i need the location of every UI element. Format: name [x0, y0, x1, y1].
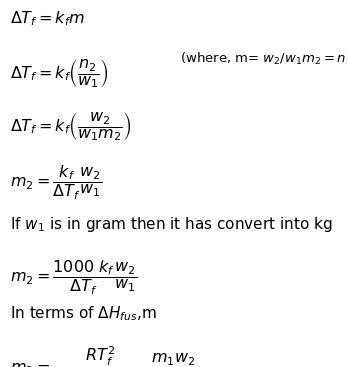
- Text: $m_2 = \dfrac{1000\ k_f}{\Delta T_f}\dfrac{w_2}{w_1}$: $m_2 = \dfrac{1000\ k_f}{\Delta T_f}\dfr…: [10, 259, 137, 297]
- Text: $\Delta T_f = k_f \left(\dfrac{w_2}{w_1 m_2}\right)$: $\Delta T_f = k_f \left(\dfrac{w_2}{w_1 …: [10, 110, 132, 143]
- Text: If $w_1$ is in gram then it has convert into kg: If $w_1$ is in gram then it has convert …: [10, 215, 333, 234]
- Text: $m_2 = \dfrac{RT_f^2}{\Delta H_{fus,m}\!\times\!\Delta T_f}\dfrac{m_1 w_2}{w_1}$: $m_2 = \dfrac{RT_f^2}{\Delta H_{fus,m}\!…: [10, 345, 197, 367]
- Text: In terms of $\Delta H_{fus}$,m: In terms of $\Delta H_{fus}$,m: [10, 304, 157, 323]
- Text: (where, m= $w_2/w_1 m_2 = n_2/w_1$): (where, m= $w_2/w_1 m_2 = n_2/w_1$): [180, 51, 347, 68]
- Text: $\Delta T_f = k_f \left(\dfrac{n_2}{w_1}\right)$: $\Delta T_f = k_f \left(\dfrac{n_2}{w_1}…: [10, 57, 109, 90]
- Text: $m_2 = \dfrac{k_f}{\Delta T_f}\dfrac{w_2}{w_1}$: $m_2 = \dfrac{k_f}{\Delta T_f}\dfrac{w_2…: [10, 163, 103, 202]
- Text: $\Delta T_f = k_f m$: $\Delta T_f = k_f m$: [10, 9, 85, 28]
